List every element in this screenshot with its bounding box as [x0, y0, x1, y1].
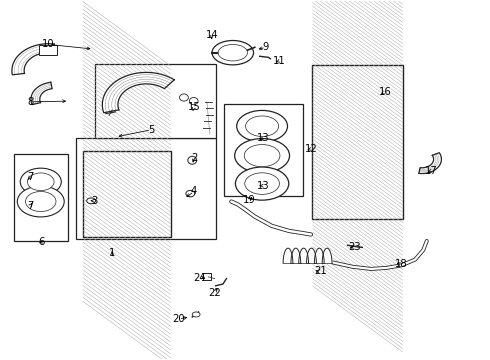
Ellipse shape: [245, 173, 279, 194]
Bar: [83, 150, 171, 237]
Polygon shape: [299, 248, 309, 263]
Ellipse shape: [25, 192, 56, 212]
Bar: [76, 138, 216, 239]
Text: 2: 2: [191, 153, 197, 163]
Polygon shape: [283, 248, 293, 263]
Bar: [313, 65, 403, 220]
Ellipse shape: [87, 198, 96, 204]
Bar: [224, 104, 303, 196]
Ellipse shape: [235, 139, 290, 173]
Polygon shape: [12, 44, 54, 75]
Ellipse shape: [237, 111, 288, 142]
Ellipse shape: [218, 44, 247, 61]
Bar: [39, 45, 57, 55]
Polygon shape: [322, 248, 332, 263]
Text: 4: 4: [191, 186, 197, 197]
Text: 16: 16: [379, 87, 392, 97]
Ellipse shape: [189, 98, 198, 105]
Text: 23: 23: [348, 242, 361, 252]
Text: 19: 19: [243, 195, 256, 205]
Text: 7: 7: [27, 201, 33, 211]
Text: 15: 15: [188, 102, 200, 112]
Ellipse shape: [186, 190, 195, 197]
Ellipse shape: [192, 312, 200, 317]
Ellipse shape: [188, 156, 196, 164]
Text: 6: 6: [38, 237, 45, 247]
Polygon shape: [419, 153, 441, 174]
Text: 13: 13: [257, 181, 270, 191]
Text: 18: 18: [395, 259, 408, 269]
Text: 12: 12: [305, 144, 318, 154]
Ellipse shape: [245, 144, 280, 167]
Text: 10: 10: [42, 40, 55, 49]
Text: 8: 8: [28, 97, 34, 107]
Bar: [14, 154, 68, 241]
Text: 22: 22: [208, 288, 220, 298]
Bar: [95, 64, 216, 138]
Ellipse shape: [17, 186, 64, 217]
Text: 7: 7: [27, 172, 33, 182]
Polygon shape: [31, 82, 52, 105]
Text: 13: 13: [257, 134, 270, 143]
Text: 20: 20: [172, 314, 185, 324]
Ellipse shape: [27, 173, 54, 191]
Polygon shape: [102, 72, 174, 113]
Ellipse shape: [20, 168, 61, 195]
Text: 9: 9: [263, 42, 269, 52]
Ellipse shape: [245, 116, 279, 136]
Ellipse shape: [235, 167, 289, 200]
Polygon shape: [315, 248, 324, 263]
Text: 24: 24: [193, 273, 206, 283]
Text: 17: 17: [425, 166, 438, 176]
Ellipse shape: [179, 94, 188, 101]
Polygon shape: [291, 248, 301, 263]
Text: 1: 1: [109, 248, 115, 258]
Ellipse shape: [212, 41, 253, 65]
Text: 3: 3: [91, 196, 98, 206]
Text: 11: 11: [273, 56, 286, 66]
Text: 14: 14: [205, 31, 218, 40]
Text: 5: 5: [148, 125, 154, 135]
Polygon shape: [307, 248, 317, 263]
Text: 21: 21: [315, 266, 327, 276]
